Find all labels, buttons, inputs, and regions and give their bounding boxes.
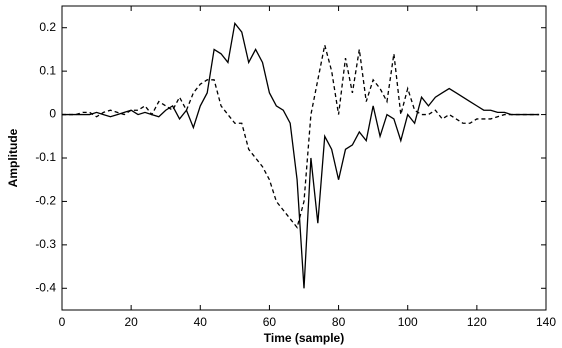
x-axis-label: Time (sample) <box>264 331 344 345</box>
y-tick-label: -0.2 <box>35 194 56 208</box>
y-tick-label: 0.1 <box>39 63 56 77</box>
y-tick-label: -0.1 <box>35 150 56 164</box>
x-tick-label: 20 <box>124 315 138 329</box>
x-tick-label: 40 <box>194 315 208 329</box>
y-tick-label: -0.4 <box>35 280 56 294</box>
x-tick-label: 140 <box>536 315 556 329</box>
x-tick-label: 0 <box>59 315 66 329</box>
y-tick-label: 0.2 <box>39 20 56 34</box>
data-line <box>62 21 540 289</box>
x-tick-label: 80 <box>332 315 346 329</box>
y-tick-label: -0.3 <box>35 237 56 251</box>
data-line <box>62 44 540 229</box>
x-tick-label: 120 <box>467 315 487 329</box>
x-tick-label: 60 <box>263 315 277 329</box>
y-tick-label: 0 <box>49 107 56 121</box>
y-axis-label: Amplitude <box>6 128 20 187</box>
x-tick-label: 100 <box>398 315 418 329</box>
plot-frame <box>61 5 547 311</box>
